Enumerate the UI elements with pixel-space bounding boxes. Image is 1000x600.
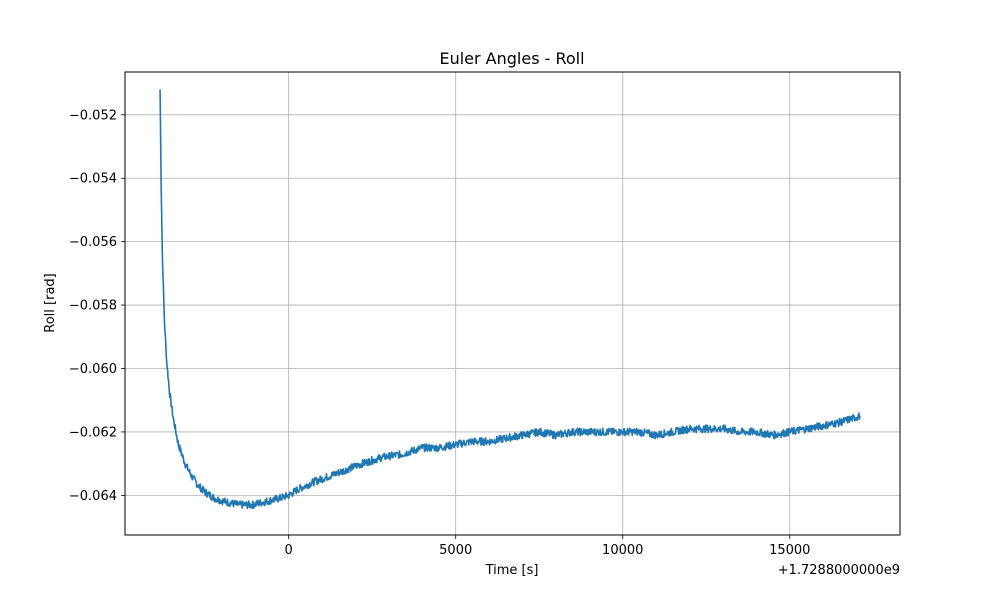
y-tick-label: −0.054 — [69, 172, 117, 187]
x-offset-label: +1.7288000000e9 — [778, 563, 900, 578]
plot-frame — [124, 71, 901, 536]
x-tick-label: 15000 — [769, 543, 810, 558]
x-tick-label: 0 — [285, 543, 293, 558]
plot-area — [125, 72, 900, 535]
y-tick-label: −0.060 — [69, 362, 117, 377]
x-axis-ticks: 0 5000 10000 15000 — [285, 535, 810, 558]
x-axis-label: Time [s] — [485, 563, 539, 578]
y-axis-label: Roll [rad] — [43, 273, 58, 332]
y-tick-label: −0.058 — [69, 299, 117, 314]
x-tick-label: 5000 — [439, 543, 472, 558]
y-tick-label: −0.052 — [69, 108, 117, 123]
y-tick-label: −0.064 — [69, 489, 117, 504]
y-axis-ticks: −0.052 −0.054 −0.056 −0.058 −0.060 −0.062 −0.0… — [69, 108, 125, 504]
series-layer — [159, 89, 861, 510]
x-tick-label: 10000 — [602, 543, 643, 558]
y-tick-label: −0.062 — [69, 425, 117, 440]
chart-title: Euler Angles - Roll — [439, 49, 584, 68]
roll-series-line — [159, 89, 861, 510]
y-tick-label: −0.056 — [69, 235, 117, 250]
